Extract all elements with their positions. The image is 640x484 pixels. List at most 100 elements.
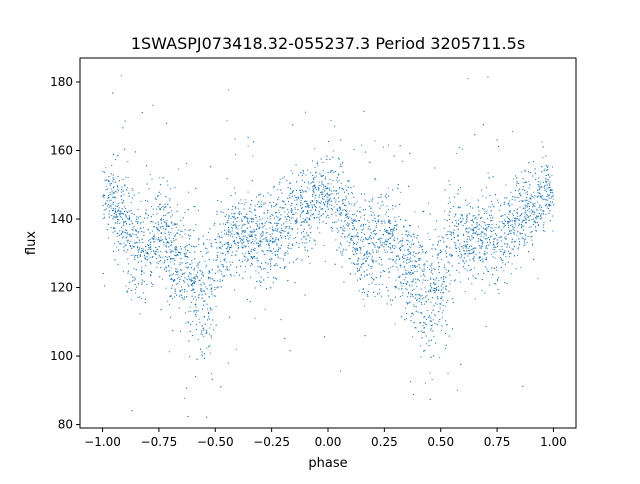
data-point — [377, 246, 379, 248]
data-point — [346, 240, 348, 242]
data-point — [449, 247, 451, 249]
data-point — [524, 207, 526, 209]
data-point — [374, 234, 376, 236]
data-point — [329, 204, 331, 206]
data-point — [226, 178, 228, 180]
data-point — [278, 223, 280, 224]
data-point — [528, 208, 530, 210]
data-point — [337, 157, 339, 159]
data-point — [260, 262, 262, 264]
data-point — [278, 249, 280, 251]
data-point — [134, 256, 136, 258]
data-point — [271, 252, 273, 254]
data-point — [291, 217, 292, 219]
data-point — [344, 236, 346, 238]
data-point — [161, 232, 163, 234]
data-point — [116, 191, 118, 193]
data-point — [244, 265, 246, 267]
data-point — [365, 238, 367, 240]
data-point — [237, 233, 239, 235]
data-point — [340, 207, 342, 209]
data-point — [195, 224, 197, 226]
data-point — [183, 298, 185, 300]
data-point — [225, 261, 227, 263]
data-point — [237, 244, 239, 246]
data-point — [117, 209, 119, 211]
data-point — [167, 241, 169, 243]
data-point — [131, 229, 133, 231]
data-point — [480, 238, 482, 240]
data-point — [474, 298, 476, 300]
data-point — [157, 194, 159, 196]
data-point — [494, 257, 496, 259]
data-point — [149, 221, 151, 223]
data-point — [306, 201, 308, 202]
data-point — [237, 228, 239, 230]
data-point — [264, 212, 266, 214]
data-point — [108, 237, 110, 239]
data-point — [434, 167, 436, 169]
data-point — [153, 226, 155, 228]
data-point — [365, 260, 367, 262]
data-point — [149, 173, 151, 175]
data-point — [417, 278, 419, 280]
data-point — [497, 202, 499, 204]
data-point — [137, 296, 139, 298]
data-point — [120, 191, 122, 193]
data-point — [352, 223, 354, 225]
data-point — [469, 238, 471, 240]
data-point — [257, 242, 259, 244]
data-point — [160, 236, 162, 238]
data-point — [473, 256, 475, 258]
data-point — [107, 197, 109, 199]
data-point — [125, 223, 127, 225]
data-point — [464, 223, 466, 224]
data-point — [298, 243, 300, 245]
data-point — [140, 298, 142, 300]
data-point — [413, 305, 415, 307]
data-point — [323, 198, 325, 200]
data-point — [538, 207, 540, 209]
data-point — [479, 217, 481, 219]
data-point — [391, 245, 393, 247]
data-point — [209, 228, 211, 230]
data-point — [416, 270, 418, 272]
data-point — [386, 287, 388, 288]
data-point — [324, 188, 326, 190]
data-point — [160, 309, 162, 311]
data-point — [540, 214, 542, 216]
data-point — [161, 206, 163, 208]
data-point — [200, 277, 202, 279]
data-point — [383, 242, 385, 244]
data-point — [402, 295, 404, 297]
data-point — [471, 249, 473, 251]
data-point — [348, 223, 350, 225]
data-point — [423, 350, 425, 352]
data-point — [174, 248, 176, 250]
data-point — [481, 240, 483, 242]
data-point — [433, 355, 435, 357]
data-point — [390, 248, 392, 250]
data-point — [439, 266, 441, 268]
data-point — [504, 251, 506, 253]
data-point — [405, 255, 407, 257]
data-point — [434, 279, 436, 281]
data-point — [185, 322, 187, 324]
data-point — [301, 242, 303, 244]
data-point — [270, 240, 272, 242]
data-point — [170, 251, 172, 253]
data-point — [367, 250, 369, 252]
data-point — [527, 203, 529, 205]
data-point — [225, 232, 227, 234]
data-point — [381, 201, 383, 203]
data-point — [132, 245, 134, 247]
data-point — [346, 189, 348, 191]
data-point — [160, 232, 162, 234]
data-point — [480, 235, 482, 237]
data-point — [144, 257, 146, 259]
data-point — [307, 210, 309, 212]
data-point — [465, 229, 467, 231]
data-point — [340, 226, 342, 228]
data-point — [170, 258, 172, 260]
